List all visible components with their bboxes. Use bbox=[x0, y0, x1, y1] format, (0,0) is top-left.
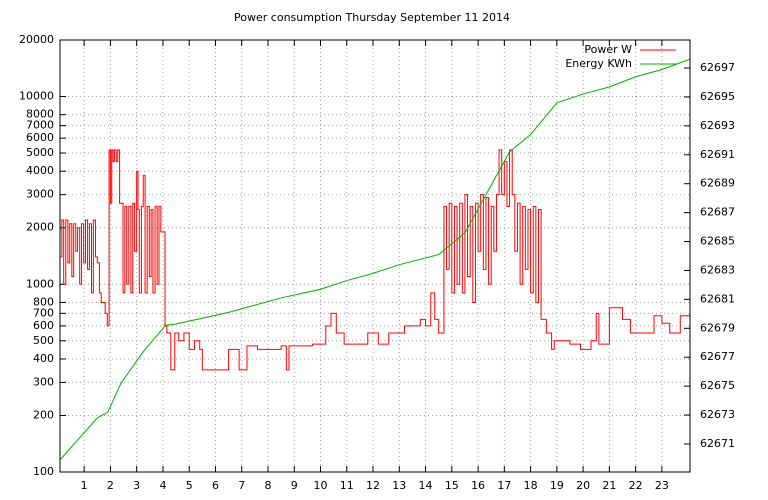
chart-title: Power consumption Thursday September 11 … bbox=[234, 11, 510, 24]
x-tick-label: 12 bbox=[366, 479, 380, 492]
x-tick-label: 20 bbox=[576, 479, 590, 492]
x-tick-label: 16 bbox=[471, 479, 485, 492]
y2-tick-label: 62681 bbox=[700, 292, 735, 305]
x-tick-label: 21 bbox=[602, 479, 616, 492]
y-tick-label: 800 bbox=[33, 295, 54, 308]
y-tick-label: 300 bbox=[33, 375, 54, 388]
x-tick-label: 4 bbox=[159, 479, 166, 492]
y2-tick-label: 62691 bbox=[700, 148, 735, 161]
plot-frame bbox=[59, 39, 691, 473]
y2-tick-label: 62673 bbox=[700, 408, 735, 421]
y-tick-label: 600 bbox=[33, 319, 54, 332]
x-tick-label: 15 bbox=[445, 479, 459, 492]
y2-tick-label: 62677 bbox=[700, 350, 735, 363]
y2-tick-label: 62683 bbox=[700, 263, 735, 276]
x-tick-label: 6 bbox=[212, 479, 219, 492]
y2-tick-label: 62689 bbox=[700, 177, 735, 190]
x-tick-label: 8 bbox=[264, 479, 271, 492]
x-tick-label: 3 bbox=[133, 479, 140, 492]
y-tick-label: 20000 bbox=[19, 33, 54, 46]
y-tick-label: 200 bbox=[33, 408, 54, 421]
y-tick-label: 700 bbox=[33, 306, 54, 319]
y-tick-label: 1000 bbox=[26, 277, 54, 290]
y-tick-label: 5000 bbox=[26, 146, 54, 159]
legend-label: Energy KWh bbox=[565, 57, 632, 70]
series-line bbox=[60, 149, 690, 371]
y2-tick-label: 62671 bbox=[700, 437, 735, 450]
x-tick-label: 17 bbox=[497, 479, 511, 492]
x-tick-label: 7 bbox=[238, 479, 245, 492]
y-tick-label: 8000 bbox=[26, 108, 54, 121]
y2-tick-label: 62697 bbox=[700, 61, 735, 74]
x-tick-label: 19 bbox=[550, 479, 564, 492]
legend-label: Power W bbox=[584, 43, 632, 56]
y-tick-label: 10000 bbox=[19, 90, 54, 103]
x-tick-label: 1 bbox=[81, 479, 88, 492]
y-tick-label: 400 bbox=[33, 352, 54, 365]
y2-tick-label: 62675 bbox=[700, 379, 735, 392]
y2-tick-label: 62695 bbox=[700, 90, 735, 103]
y-tick-label: 3000 bbox=[26, 188, 54, 201]
y-tick-label: 100 bbox=[33, 465, 54, 478]
x-tick-label: 5 bbox=[186, 479, 193, 492]
x-tick-label: 10 bbox=[314, 479, 328, 492]
y2-tick-label: 62687 bbox=[700, 206, 735, 219]
y-tick-label: 4000 bbox=[26, 164, 54, 177]
y2-tick-label: 62685 bbox=[700, 235, 735, 248]
series-line bbox=[59, 58, 690, 461]
y2-tick-label: 62693 bbox=[700, 119, 735, 132]
x-tick-label: 18 bbox=[524, 479, 538, 492]
y-tick-label: 7000 bbox=[26, 119, 54, 132]
x-tick-label: 13 bbox=[392, 479, 406, 492]
x-tick-label: 14 bbox=[419, 479, 433, 492]
x-tick-label: 2 bbox=[107, 479, 114, 492]
x-tick-label: 11 bbox=[340, 479, 354, 492]
y-tick-label: 500 bbox=[33, 334, 54, 347]
x-tick-label: 9 bbox=[291, 479, 298, 492]
y-tick-label: 2000 bbox=[26, 221, 54, 234]
x-tick-label: 23 bbox=[655, 479, 669, 492]
y-tick-label: 6000 bbox=[26, 131, 54, 144]
x-tick-label: 22 bbox=[629, 479, 643, 492]
y2-tick-label: 62679 bbox=[700, 321, 735, 334]
